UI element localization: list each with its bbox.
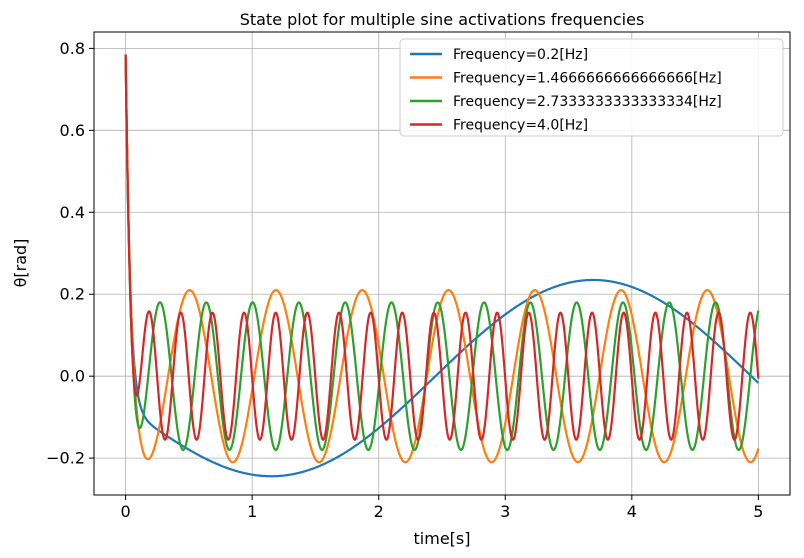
chart-title: State plot for multiple sine activations… — [240, 10, 645, 29]
x-tick-label: 5 — [753, 502, 763, 521]
legend-entry: Frequency=0.2[Hz] — [453, 47, 588, 63]
series-line-2 — [124, 54, 760, 464]
x-axis-label: time[s] — [414, 529, 471, 548]
y-tick-label: −0.2 — [46, 449, 85, 468]
y-tick-label: 0.0 — [60, 367, 85, 386]
x-tick-label: 3 — [500, 502, 510, 521]
series-layer — [124, 54, 760, 478]
x-tick-label: 2 — [374, 502, 384, 521]
series-line-3 — [124, 54, 760, 452]
x-tick-label: 0 — [121, 502, 131, 521]
y-tick-label: 0.8 — [60, 39, 85, 58]
y-tick-label: 0.2 — [60, 285, 85, 304]
x-axis: 0 1 2 3 4 5 — [121, 495, 763, 521]
y-axis: −0.2 0.0 0.2 0.4 0.6 0.8 — [46, 39, 94, 468]
x-tick-label: 1 — [247, 502, 257, 521]
legend-box — [399, 38, 784, 137]
series-line-4 — [124, 54, 760, 441]
legend-entry: Frequency=2.7333333333333334[Hz] — [453, 94, 722, 110]
y-axis-label: θ[rad] — [11, 239, 30, 288]
y-tick-label: 0.4 — [60, 203, 85, 222]
legend: Frequency=0.2[Hz] Frequency=1.46666666666… — [399, 38, 784, 137]
y-tick-label: 0.6 — [60, 121, 85, 140]
plot-frame — [93, 31, 791, 496]
legend-entry: Frequency=4.0[Hz] — [453, 118, 588, 134]
legend-entry: Frequency=1.4666666666666666[Hz] — [453, 71, 722, 87]
x-tick-label: 4 — [627, 502, 637, 521]
